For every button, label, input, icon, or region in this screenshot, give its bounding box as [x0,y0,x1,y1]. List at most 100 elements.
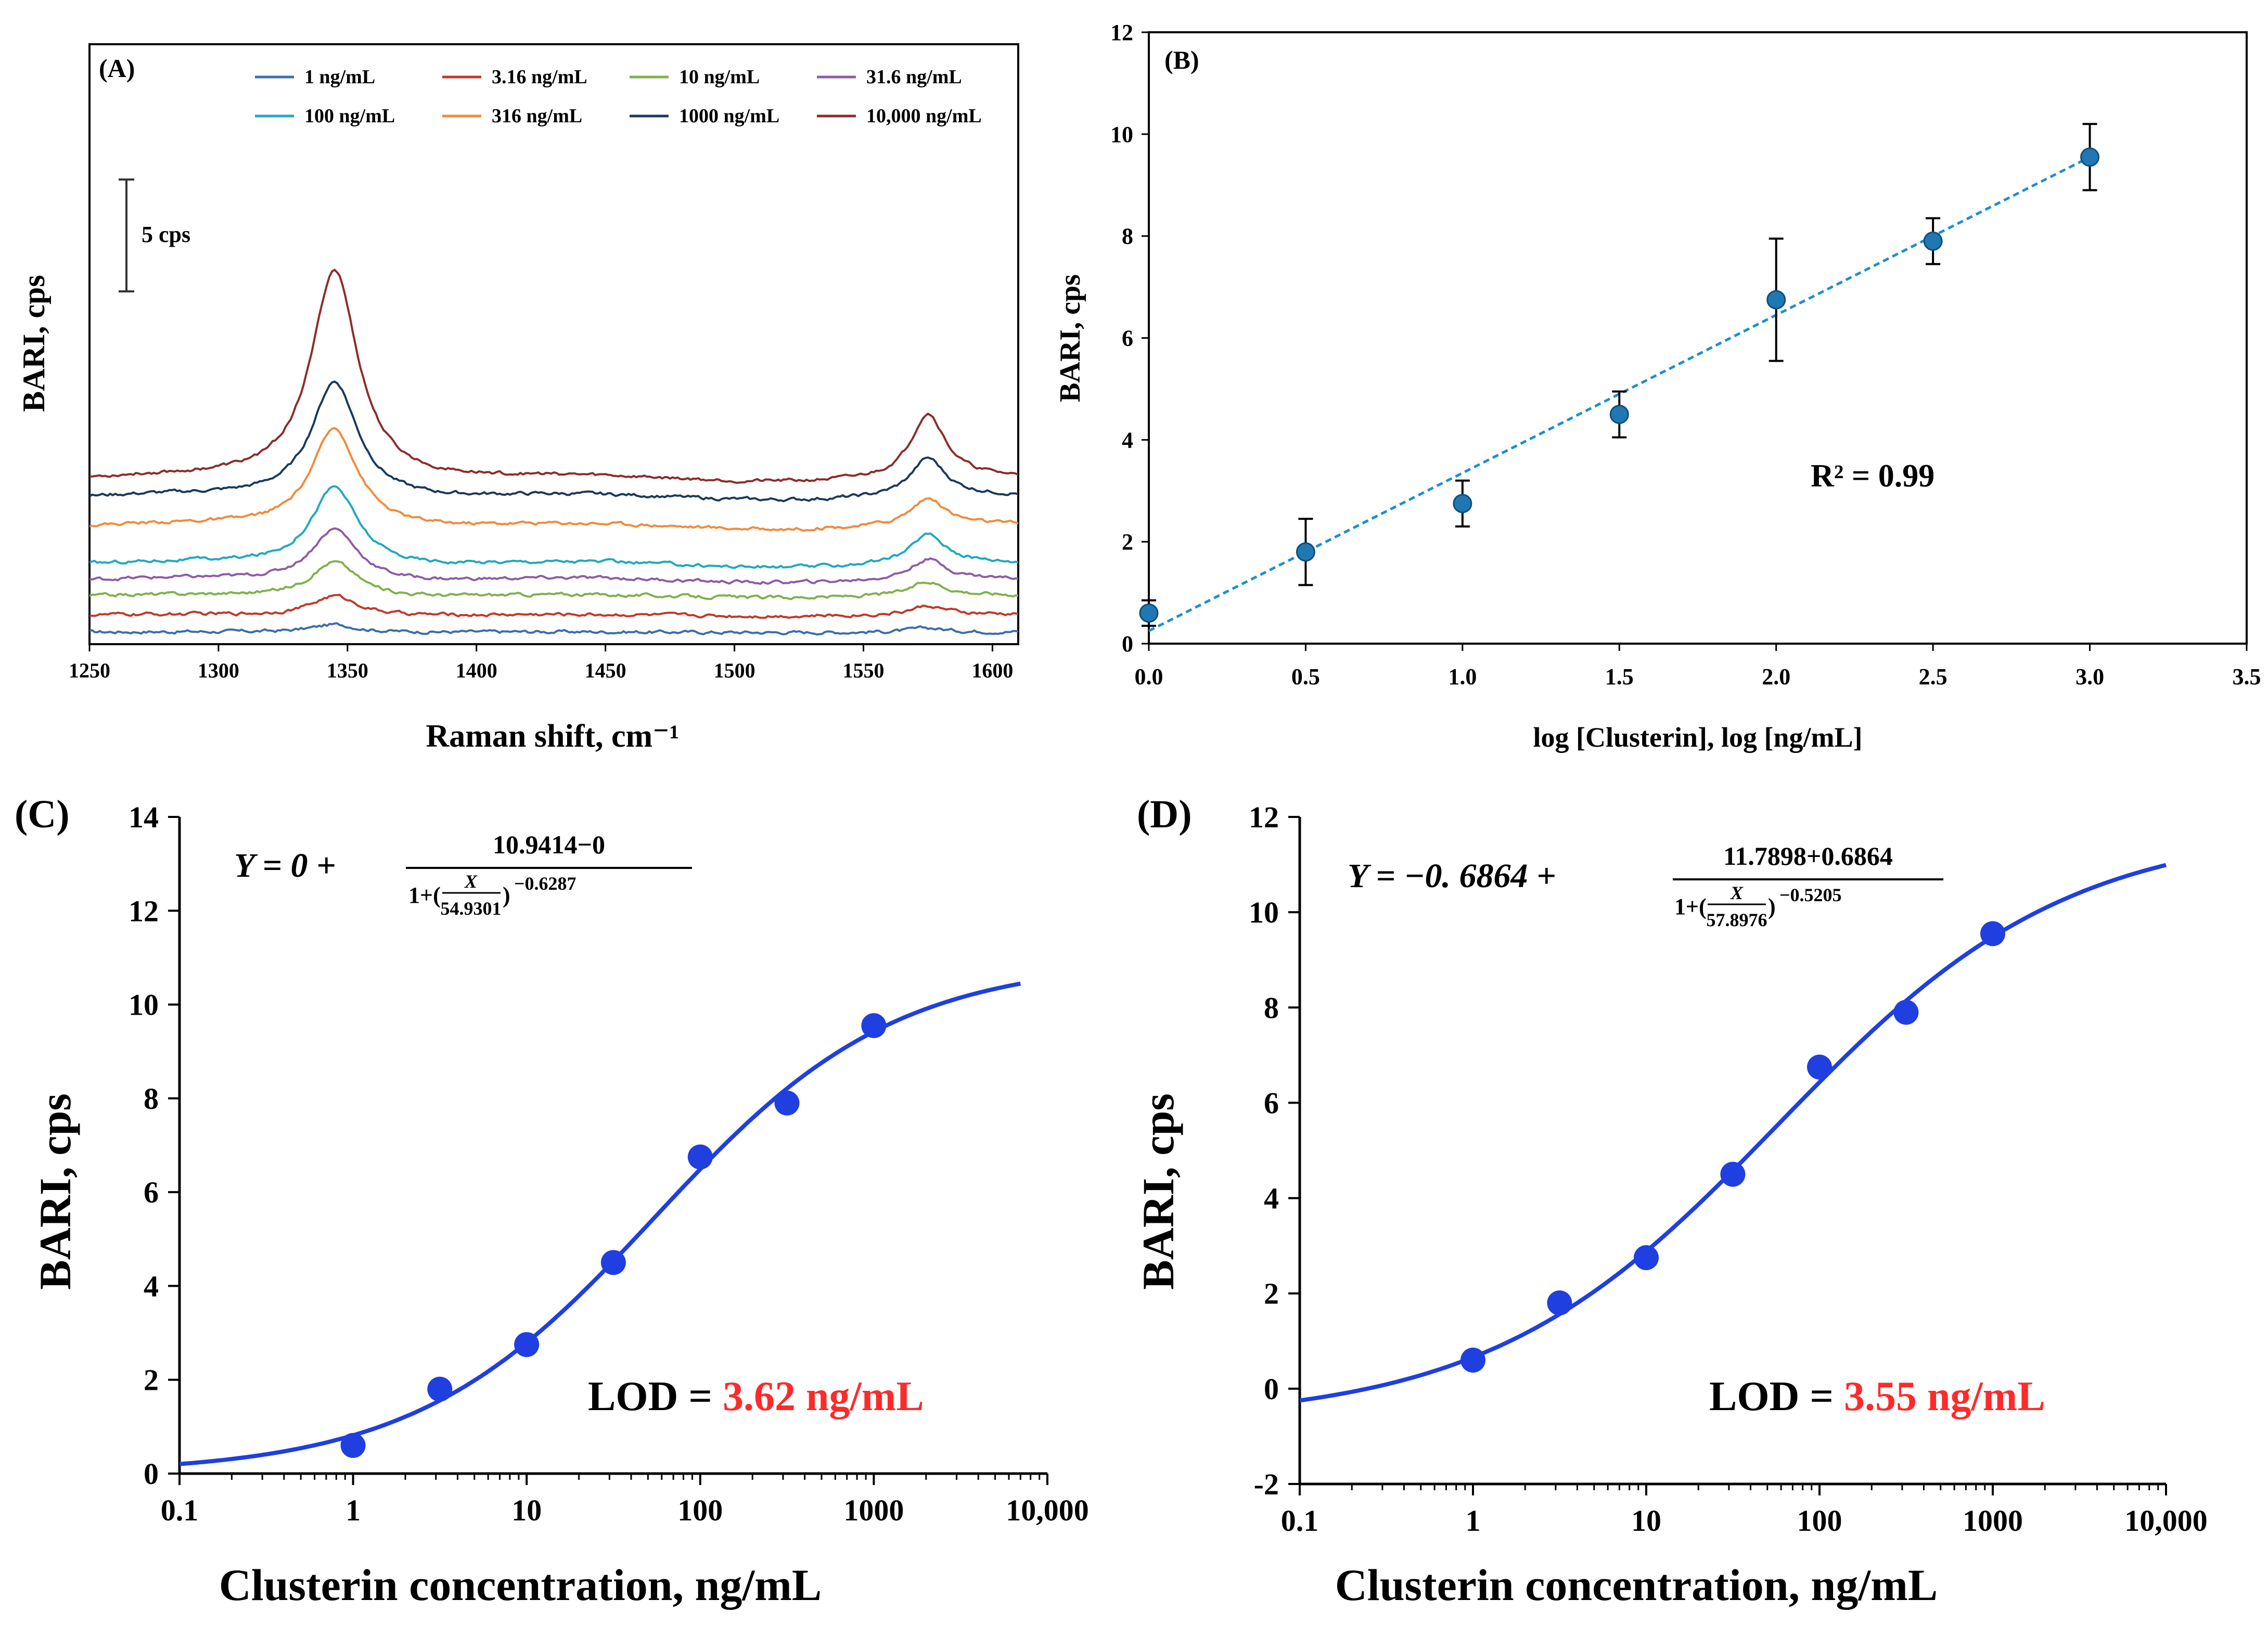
data-point [600,1250,626,1275]
y-tick-label: 10 [129,988,159,1022]
panel-c-lod-label: LOD = [588,1374,723,1419]
panel-c-lod: LOD = 3.62 ng/mL [588,1374,924,1419]
x-tick-label: 100 [677,1493,723,1527]
legend-label: 1000 ng/mL [679,105,779,127]
data-point [1923,231,1943,251]
data-point [774,1090,800,1116]
panel-b-label: (B) [1164,45,1199,74]
data-point [1720,1161,1746,1187]
panel-d-eq-den-suffix: ) [1768,894,1776,919]
data-point [1634,1245,1659,1271]
panel-c-x-label: Clusterin concentration, ng/mL [219,1560,822,1610]
x-tick-label: 1450 [585,659,626,682]
x-tick-label: 3.5 [2233,664,2261,689]
panel-d-eq-left: Y = −0. 6864 + [1348,857,1556,895]
spectrum-0 [89,622,1019,636]
panel-b-x-label: log [Clusterin], log [ng/mL] [1533,722,1863,753]
scale-bar: 5 cps [119,178,190,292]
data-point [687,1144,713,1170]
y-tick-label: 0 [1264,1372,1279,1406]
panel-a-spectra [88,268,1019,636]
panel-d-y-label: BARI, cps [1133,1093,1183,1290]
data-point [1460,1347,1485,1373]
panel-d-x-label: Clusterin concentration, ng/mL [1335,1560,1938,1610]
spectrum-6 [88,380,1019,503]
spectrum-5 [89,427,1019,532]
panel-a-x-ticks: 1250 1300 1350 1400 1450 1500 1550 1600 [69,644,1013,682]
panel-c-eq-den: 1+( X 54.9301 ) −0.6287 [408,871,576,919]
panel-c-eq-left: Y = 0 + [234,847,336,885]
scale-bar-label: 5 cps [142,222,190,247]
panel-b: (B) 0.0 0.5 1.0 1.5 2.0 2.5 3.0 3.5 0 2 4 6 8 10 12 R²… [1054,20,2261,753]
panel-c-plot [179,981,1021,1466]
spectrum-7 [89,268,1019,484]
legend-label: 1 ng/mL [304,66,375,88]
y-tick-label: 2 [1122,529,1133,555]
y-tick-label: 4 [1122,427,1133,453]
data-point [1139,603,1159,623]
data-point [1893,1000,1919,1025]
x-tick-label: 10,000 [1006,1493,1089,1527]
panel-d-eq-den-prefix: 1+( [1674,894,1707,919]
panel-d-lod-label: LOD = [1709,1374,1844,1419]
fit-curve [1299,863,2167,1403]
data-point [514,1332,540,1358]
x-tick-label: 0.0 [1135,664,1163,689]
x-tick-label: 1000 [1963,1504,2023,1538]
legend-label: 10 ng/mL [679,66,760,88]
x-tick-label: 1000 [843,1493,904,1527]
data-point [1453,494,1472,514]
data-point [1296,542,1315,562]
x-tick-label: 1.0 [1448,664,1477,689]
data-point [1980,921,2005,946]
x-tick-label: 1550 [843,659,885,682]
y-tick-label: 6 [1122,326,1133,351]
legend-label: 100 ng/mL [304,105,395,127]
panel-c-eq-den-suffix: ) [503,882,510,908]
panel-a-legend: 1 ng/mL 3.16 ng/mL 10 ng/mL 31.6 ng/mL 100 n… [255,66,982,127]
legend-label: 31.6 ng/mL [866,66,962,88]
y-tick-label: 6 [1264,1086,1279,1120]
panel-d-equation: Y = −0. 6864 + 11.7898+0.6864 1+( X 57.8… [1348,841,1943,930]
panel-c-y-label: BARI, cps [30,1093,80,1290]
y-tick-label: 4 [1264,1182,1279,1215]
y-tick-label: 8 [144,1082,159,1116]
y-tick-label: 10 [1249,895,1279,929]
x-tick-label: 1600 [971,659,1013,682]
y-tick-label: 2 [1264,1277,1279,1311]
x-tick-label: 1 [345,1493,361,1527]
panel-c-lod-value: 3.62 ng/mL [723,1374,924,1419]
legend-label: 3.16 ng/mL [492,66,587,88]
y-tick-label: 0 [1122,631,1133,657]
x-tick-label: 1500 [714,659,755,682]
y-tick-label: 12 [129,894,159,928]
x-tick-label: 0.1 [161,1493,199,1527]
x-tick-label: 100 [1797,1504,1842,1538]
y-tick-label: 12 [1249,800,1279,834]
legend-label: 10,000 ng/mL [866,105,982,127]
panel-d-eq-den-exp: −0.5205 [1779,885,1842,905]
panel-c-eq-den-prefix: 1+( [408,882,441,908]
data-point [1807,1054,1832,1080]
spectrum-3 [89,527,1019,585]
panel-d-eq-den-x: X [1730,882,1744,903]
x-tick-label: 1.5 [1605,664,1634,689]
x-tick-label: 1250 [69,659,110,682]
panel-d-axes: 0.1 1 10 100 1000 10,000 -2 0 2 4 6 8 10 12 [1249,800,2208,1538]
y-tick-label: -2 [1254,1467,1279,1501]
panel-d-label: (D) [1137,792,1192,836]
x-tick-label: 10 [1631,1504,1661,1538]
y-tick-label: 14 [129,800,159,834]
panel-c-label: (C) [15,792,70,836]
panel-c-eq-den-x: X [464,871,478,892]
panel-d-plot [1299,863,2167,1403]
y-tick-label: 8 [1264,991,1279,1025]
panel-a: (A) 1 ng/mL 3.16 ng/mL 10 ng/mL 31.6 ng/mL1… [17,43,1019,754]
panel-c-eq-num: 10.9414−0 [493,830,605,859]
x-tick-label: 0.5 [1291,664,1320,689]
spectrum-1 [89,594,1019,619]
panel-a-y-label: BARI, cps [17,275,51,412]
x-tick-label: 1300 [198,659,239,682]
y-tick-label: 12 [1110,20,1133,45]
panel-d-lod-value: 3.55 ng/mL [1844,1374,2045,1419]
